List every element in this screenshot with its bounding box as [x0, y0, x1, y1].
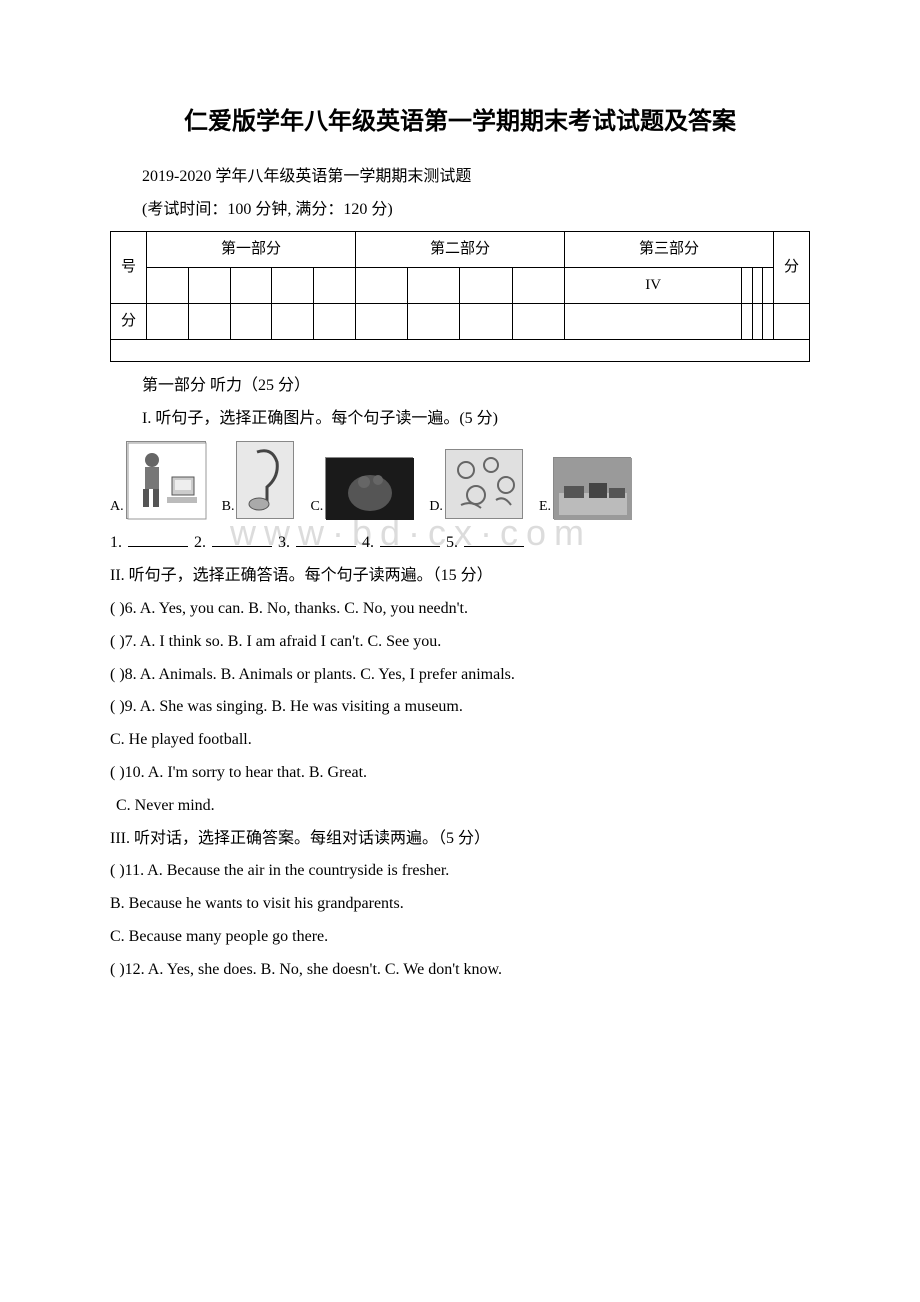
table-cell: [763, 303, 774, 339]
image-b-icon: [236, 441, 294, 519]
blank-3: [296, 531, 356, 547]
blank-num-5: 5.: [446, 534, 458, 551]
exam-info: (考试时间：100 分钟, 满分：120 分): [110, 196, 810, 225]
table-cell: [742, 303, 752, 339]
question-12: ( )12. A. Yes, she does. B. No, she does…: [110, 956, 810, 985]
image-option-a: A.: [110, 441, 206, 519]
blank-num-4: 4.: [362, 534, 374, 551]
table-cell: [355, 267, 407, 303]
image-e-icon: [553, 457, 631, 519]
table-cell: [460, 267, 512, 303]
subtitle: 2019-2020 学年八年级英语第一学期期末测试题: [110, 163, 810, 192]
section-2: II. 听句子，选择正确答语。每个句子读两遍。（15 分）: [110, 562, 810, 591]
table-cell: [314, 267, 356, 303]
question-10c: C. Never mind.: [116, 792, 810, 821]
table-cell: [408, 303, 460, 339]
section-1: I. 听句子，选择正确图片。每个句子读一遍。(5 分): [110, 405, 810, 434]
cell-part1: 第一部分: [147, 231, 356, 267]
img-label-c: C.: [310, 494, 323, 519]
image-option-b: B.: [222, 441, 295, 519]
image-a-icon: [126, 441, 206, 519]
cell-total: 分: [774, 231, 810, 303]
blank-1: [128, 531, 188, 547]
table-cell: [272, 267, 314, 303]
blank-5: [464, 531, 524, 547]
table-cell: IV: [564, 267, 741, 303]
img-label-a: A.: [110, 494, 124, 519]
question-9c: C. He played football.: [110, 726, 810, 755]
part1-header: 第一部分 听力（25 分）: [110, 372, 810, 401]
blank-num-2: 2.: [194, 534, 206, 551]
image-options-row: A. B. C.: [110, 441, 810, 519]
table-cell: [564, 303, 741, 339]
question-10: ( )10. A. I'm sorry to hear that. B. Gre…: [110, 759, 810, 788]
table-cell: [147, 303, 189, 339]
table-cell: [408, 267, 460, 303]
blank-4: [380, 531, 440, 547]
blank-num-3: 3.: [278, 534, 290, 551]
question-11: ( )11. A. Because the air in the country…: [110, 857, 810, 886]
img-label-d: D.: [429, 494, 443, 519]
image-c-icon: [325, 457, 413, 519]
cell-part3: 第三部分: [564, 231, 773, 267]
table-cell: [512, 303, 564, 339]
table-cell: [230, 303, 272, 339]
blank-2: [212, 531, 272, 547]
img-label-e: E.: [539, 494, 551, 519]
table-cell: [111, 339, 810, 361]
image-option-e: E.: [539, 457, 631, 519]
question-6: ( )6. A. Yes, you can. B. No, thanks. C.…: [110, 595, 810, 624]
table-cell: [230, 267, 272, 303]
question-7: ( )7. A. I think so. B. I am afraid I ca…: [110, 628, 810, 657]
table-cell: [188, 303, 230, 339]
cell-label: 号: [111, 231, 147, 303]
table-row: 分: [111, 303, 810, 339]
question-11c: C. Because many people go there.: [110, 923, 810, 952]
image-d-icon: [445, 449, 523, 519]
table-cell: [752, 267, 762, 303]
img-label-b: B.: [222, 494, 235, 519]
table-cell: [512, 267, 564, 303]
table-row: 号 第一部分 第二部分 第三部分 分: [111, 231, 810, 267]
score-table: 号 第一部分 第二部分 第三部分 分 IV 分: [110, 231, 810, 362]
blank-num-1: 1.: [110, 534, 122, 551]
table-row: IV: [111, 267, 810, 303]
table-cell: [774, 303, 810, 339]
table-cell: [314, 303, 356, 339]
section-3: III. 听对话，选择正确答案。每组对话读两遍。（5 分）: [110, 825, 810, 854]
table-cell: [272, 303, 314, 339]
table-cell: [460, 303, 512, 339]
cell-part2: 第二部分: [355, 231, 564, 267]
question-8: ( )8. A. Animals. B. Animals or plants. …: [110, 661, 810, 690]
page-title: 仁爱版学年八年级英语第一学期期末考试试题及答案: [110, 100, 810, 143]
question-11b: B. Because he wants to visit his grandpa…: [110, 890, 810, 919]
table-cell: [763, 267, 774, 303]
question-9: ( )9. A. She was singing. B. He was visi…: [110, 693, 810, 722]
cell-score-label: 分: [111, 303, 147, 339]
image-option-c: C.: [310, 457, 413, 519]
table-cell: [742, 267, 752, 303]
table-cell: [147, 267, 189, 303]
table-row: [111, 339, 810, 361]
table-cell: [355, 303, 407, 339]
image-option-d: D.: [429, 449, 523, 519]
table-cell: [188, 267, 230, 303]
blanks-line: 1. 2. 3. 4. 5.: [110, 529, 810, 558]
table-cell: [752, 303, 762, 339]
